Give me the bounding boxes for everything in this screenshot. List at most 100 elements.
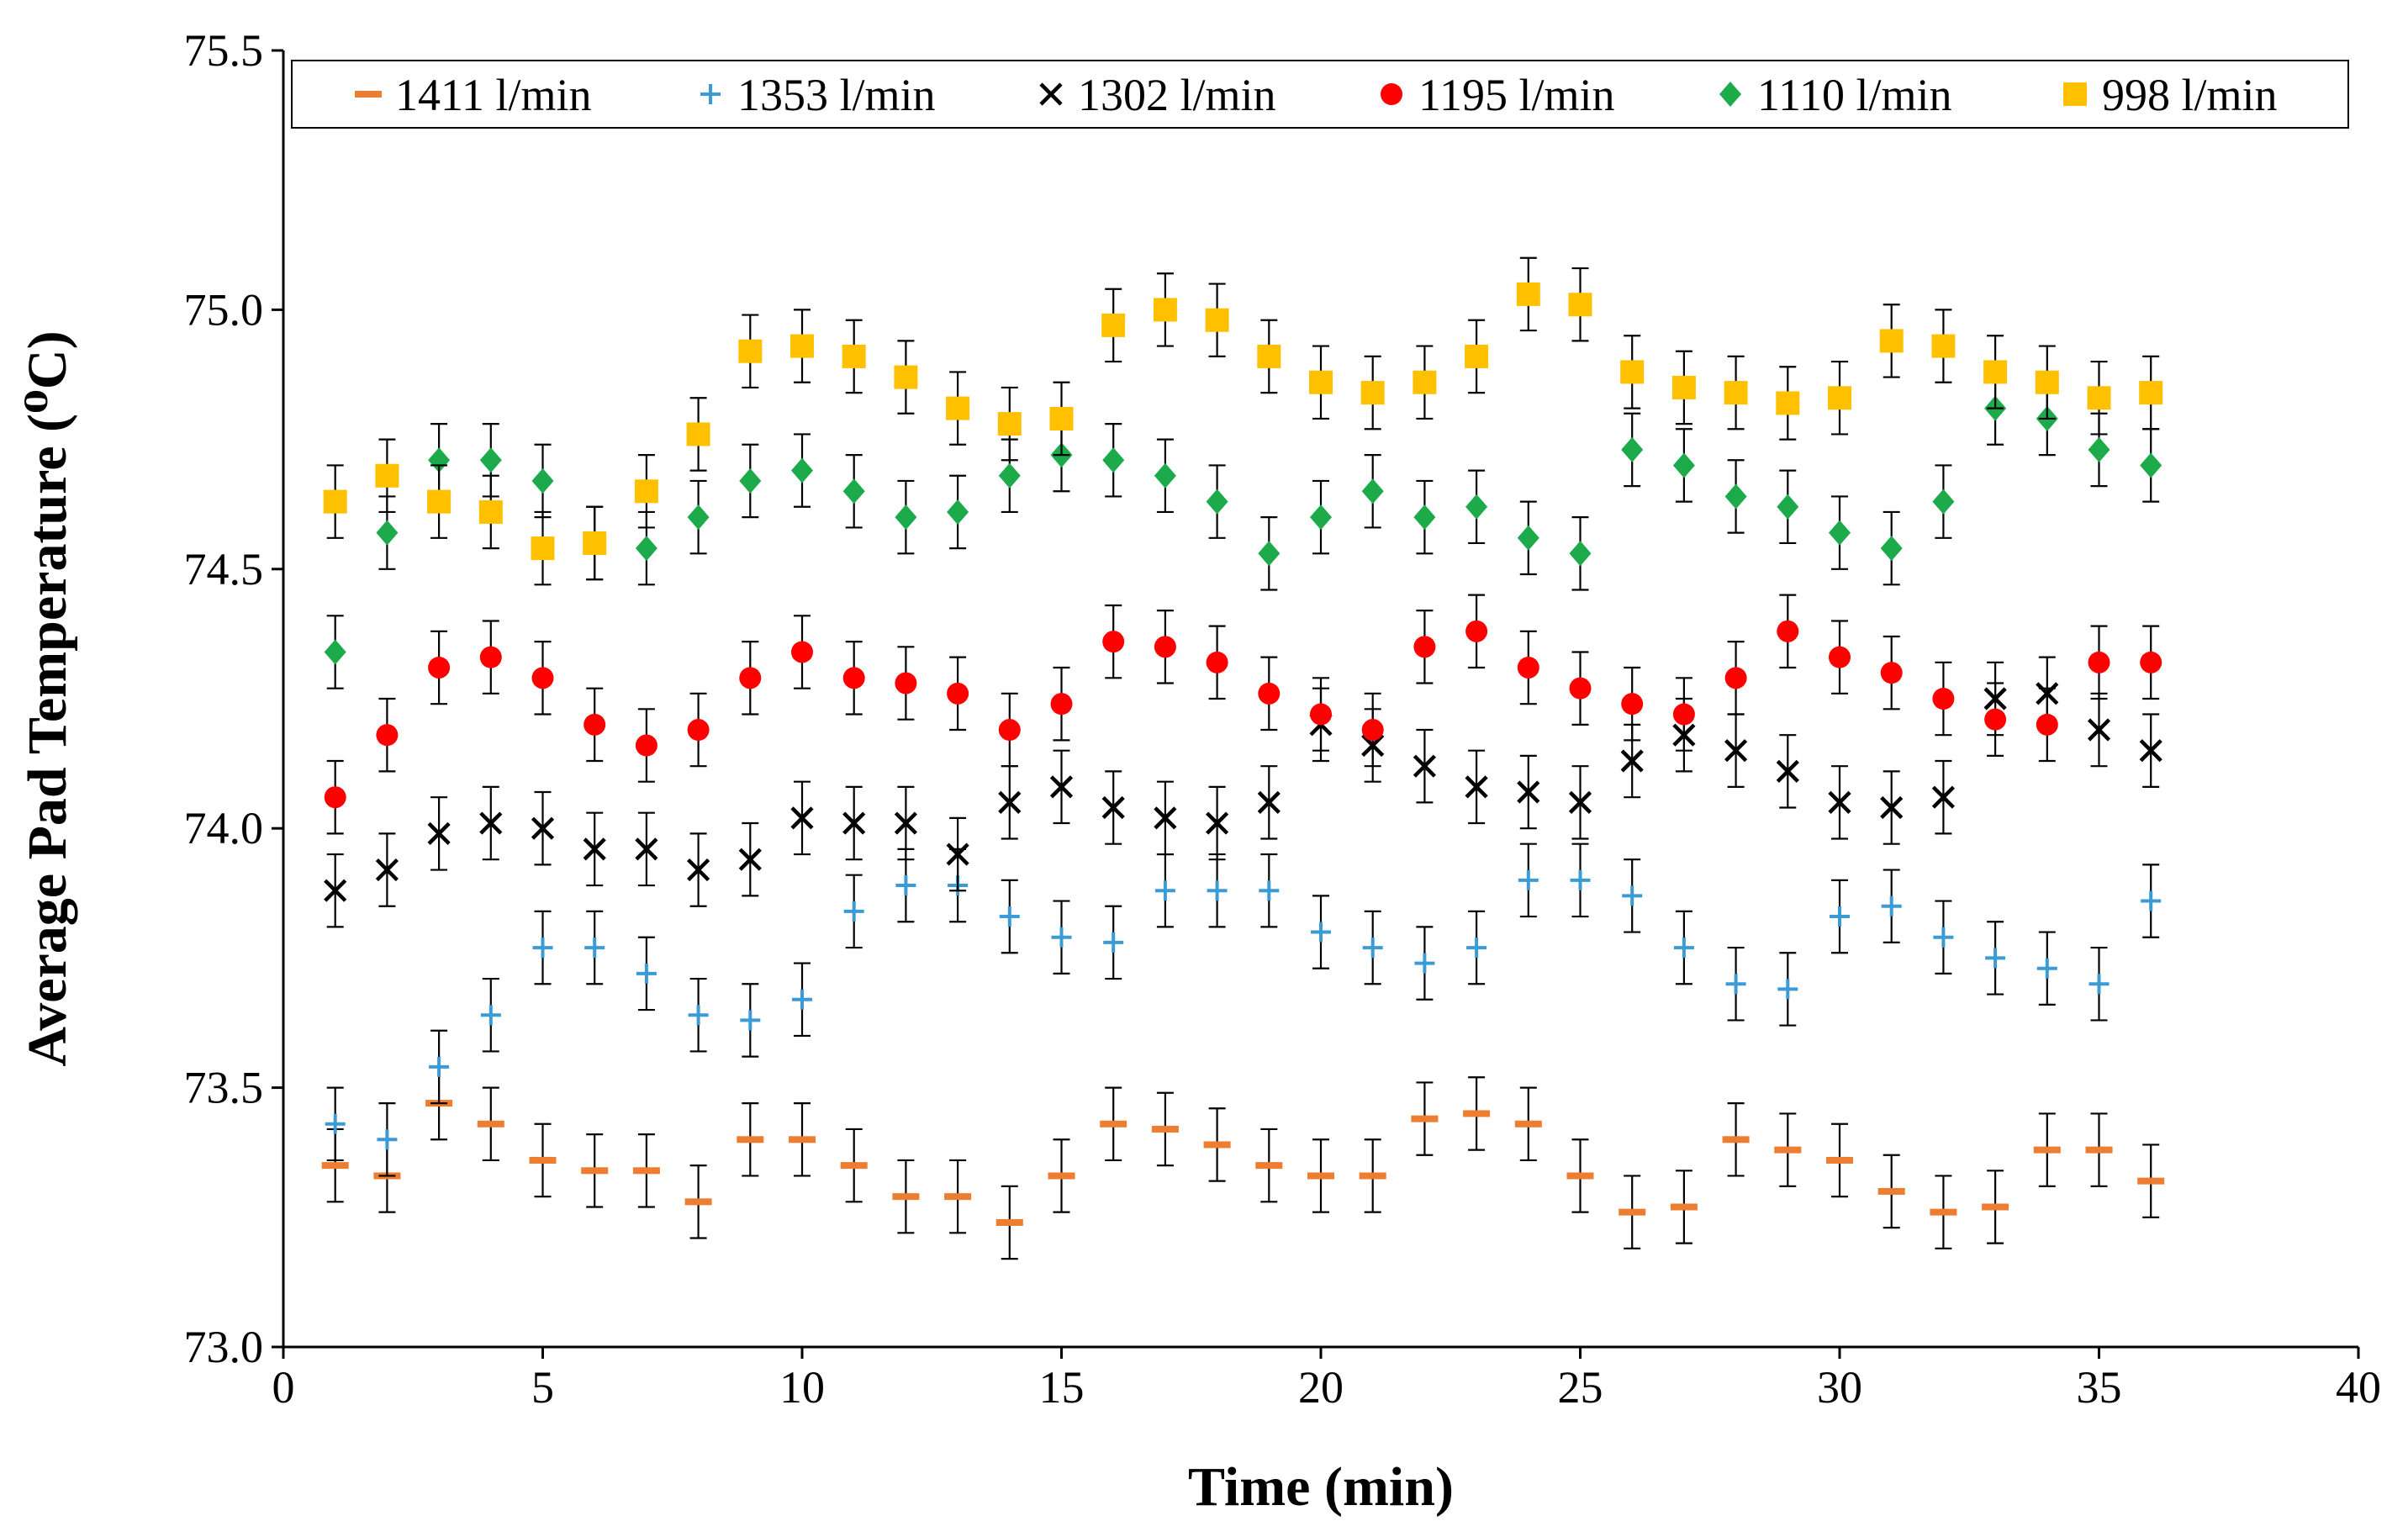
data-point xyxy=(531,816,555,840)
data-point xyxy=(376,724,399,747)
legend-label: 998 l/min xyxy=(2102,70,2278,120)
data-point xyxy=(789,1136,816,1144)
data-point xyxy=(1828,386,1851,410)
data-point xyxy=(1777,494,1799,520)
data-point xyxy=(1206,489,1228,515)
data-point xyxy=(947,499,969,525)
data-point xyxy=(1255,1162,1283,1170)
data-point xyxy=(1361,719,1384,742)
data-point xyxy=(635,734,657,757)
data-point xyxy=(324,639,346,665)
data-point xyxy=(1517,656,1539,679)
y-tick-label: 74.5 xyxy=(184,544,264,594)
data-point xyxy=(428,447,451,473)
data-point xyxy=(944,1193,972,1201)
data-point xyxy=(428,656,451,679)
data-point xyxy=(1516,282,1540,306)
data-point xyxy=(1673,938,1694,959)
data-point xyxy=(325,1113,346,1134)
data-point xyxy=(997,412,1022,436)
legend-marker xyxy=(1039,82,1063,106)
data-point xyxy=(1670,1203,1698,1211)
data-point xyxy=(321,1162,349,1170)
data-point xyxy=(1724,381,1748,405)
data-point xyxy=(1776,759,1799,783)
data-point xyxy=(1829,646,1851,668)
series-dash xyxy=(321,1065,2165,1260)
data-point xyxy=(1931,334,1956,358)
data-point xyxy=(999,906,1020,927)
data-point xyxy=(1622,885,1643,906)
data-point xyxy=(2036,713,2058,736)
data-point xyxy=(998,719,1021,742)
data-point xyxy=(1101,313,1126,337)
data-point xyxy=(1205,308,1229,332)
data-point xyxy=(323,489,347,514)
data-point xyxy=(2139,381,2163,405)
data-point xyxy=(1569,541,1592,567)
legend-label: 1353 l/min xyxy=(737,70,936,120)
data-point xyxy=(1360,381,1385,405)
data-point xyxy=(1051,927,1072,948)
data-point xyxy=(529,1156,557,1164)
data-point xyxy=(1307,1172,1334,1180)
data-point xyxy=(892,1193,920,1201)
legend-label: 1195 l/min xyxy=(1418,70,1615,120)
data-point xyxy=(1879,329,1904,353)
data-point xyxy=(1725,974,1746,995)
legend-label: 1411 l/min xyxy=(395,70,592,120)
data-point xyxy=(479,811,503,835)
data-point xyxy=(1932,688,1955,710)
data-point xyxy=(687,504,710,531)
data-point xyxy=(739,467,762,494)
data-point xyxy=(1465,620,1488,642)
legend-marker xyxy=(1381,83,1402,105)
data-point xyxy=(688,1005,709,1026)
data-point xyxy=(1722,1136,1750,1144)
x-axis-title: Time (min) xyxy=(1188,1456,1454,1518)
data-point xyxy=(477,1120,504,1128)
series-circle xyxy=(324,594,2162,835)
data-point xyxy=(2088,651,2110,673)
data-point xyxy=(1517,525,1539,551)
data-point xyxy=(632,1167,660,1175)
plot-area xyxy=(321,256,2165,1260)
data-point xyxy=(478,499,503,524)
data-point xyxy=(1465,344,1489,368)
data-point xyxy=(479,646,502,668)
y-tick-label: 73.0 xyxy=(184,1322,264,1372)
legend-marker xyxy=(1719,82,1741,107)
data-point xyxy=(1257,790,1281,814)
data-point xyxy=(1101,795,1125,820)
data-point xyxy=(684,1198,712,1206)
legend-box xyxy=(291,60,2349,129)
data-point xyxy=(1413,504,1436,531)
data-point xyxy=(894,365,918,389)
y-tick-label: 74.0 xyxy=(184,803,264,853)
data-point xyxy=(1154,880,1175,901)
data-point xyxy=(1566,1172,1594,1180)
data-point xyxy=(1258,682,1281,705)
data-point xyxy=(583,837,606,861)
data-point xyxy=(1411,1115,1439,1122)
data-point xyxy=(1620,749,1644,773)
data-point xyxy=(1568,790,1592,814)
data-point xyxy=(2085,1146,2113,1154)
y-tick-label: 75.5 xyxy=(184,25,264,76)
data-point xyxy=(1465,494,1488,520)
legend-entry: 1411 l/min xyxy=(355,70,592,120)
data-point xyxy=(1413,754,1436,778)
data-point xyxy=(1103,932,1124,953)
data-point xyxy=(894,811,917,835)
data-point xyxy=(635,837,658,861)
x-tick-label: 20 xyxy=(1298,1362,1344,1413)
x-tick-label: 15 xyxy=(1039,1362,1085,1413)
data-point xyxy=(2137,1177,2165,1185)
y-tick-label: 73.5 xyxy=(184,1063,264,1113)
legend: 1411 l/min 1353 l/min 1302 l/min 1195 l/min… xyxy=(291,60,2349,129)
data-point xyxy=(738,339,763,363)
data-point xyxy=(1619,1208,1646,1216)
data-point xyxy=(581,1167,609,1175)
data-point xyxy=(1569,677,1592,700)
data-point xyxy=(1050,693,1073,716)
